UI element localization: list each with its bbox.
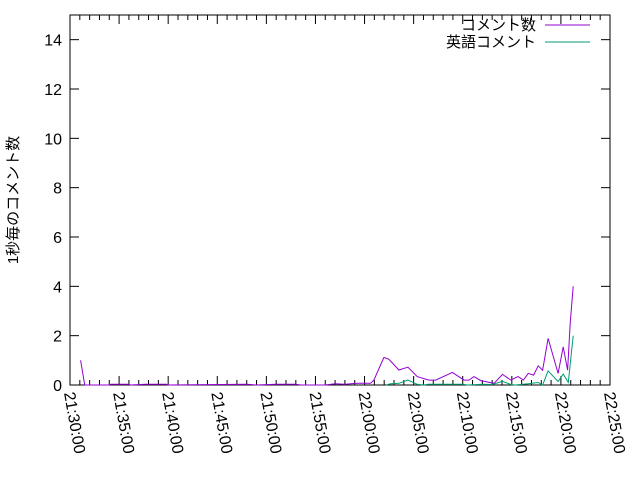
x-tick-label: 22:00:00 [355,391,383,455]
x-tick-label: 22:25:00 [600,391,628,455]
series-line-0 [80,286,574,386]
x-tick-label: 21:55:00 [306,391,334,455]
legend-label-1: 英語コメント [446,33,536,51]
series-line-1 [385,335,574,386]
x-tick-label: 22:20:00 [551,391,579,455]
x-tick-label: 21:40:00 [158,391,186,455]
x-tick-label: 22:05:00 [404,391,432,455]
y-tick-label: 14 [44,33,62,50]
y-axis-label: 1秒毎のコメント数 [5,136,22,264]
x-tick-label: 21:45:00 [207,391,235,455]
plot-frame [69,14,611,386]
axes [69,14,611,386]
series-lines [80,286,574,386]
y-tick-label: 8 [53,181,62,198]
x-tick-label: 22:10:00 [453,391,481,455]
y-tick-label: 4 [53,279,62,296]
x-tick-label: 21:50:00 [256,391,284,455]
x-tick-label: 21:30:00 [60,391,88,455]
y-tick-label: 10 [44,131,62,148]
y-tick-label: 0 [53,378,62,395]
y-tick-label: 2 [53,329,62,346]
y-tick-label: 12 [44,82,62,99]
legend: コメント数 英語コメント [446,17,590,51]
legend-label-0: コメント数 [461,17,536,34]
y-tick-label: 6 [53,230,62,247]
tick-labels: 21:30:00 21:35:00 21:40:00 21:45:00 21:50:00… [44,33,627,455]
x-tick-label: 22:15:00 [502,391,530,455]
x-tick-label: 21:35:00 [109,391,137,455]
